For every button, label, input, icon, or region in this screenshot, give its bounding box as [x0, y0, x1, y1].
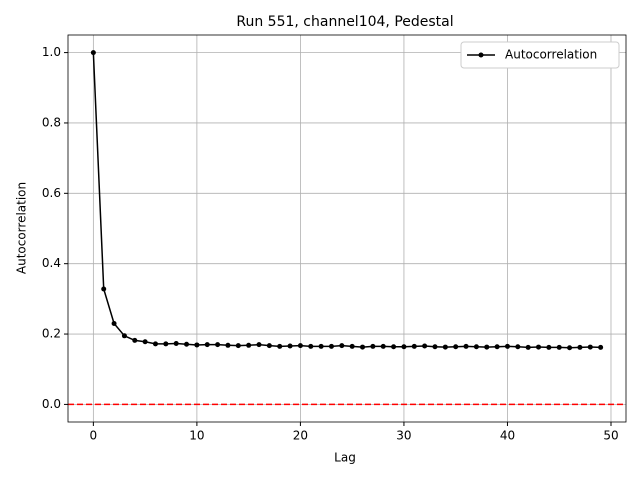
x-axis-label: Lag — [334, 451, 356, 465]
data-point — [546, 344, 552, 350]
x-tick-label: 40 — [500, 429, 515, 443]
data-point — [121, 333, 127, 339]
data-point — [494, 344, 500, 350]
data-point — [380, 343, 386, 349]
y-tick-label: 0.0 — [42, 397, 61, 411]
data-line — [92, 52, 601, 349]
data-point — [90, 50, 96, 56]
data-point — [453, 344, 459, 350]
data-point — [287, 343, 293, 349]
data-point — [194, 342, 200, 348]
legend-marker — [478, 52, 484, 58]
data-point — [567, 345, 573, 351]
data-point — [277, 343, 283, 349]
plot-frame — [67, 34, 627, 423]
data-point — [598, 344, 604, 350]
y-tick-label: 0.4 — [42, 256, 61, 270]
data-point — [525, 344, 531, 350]
y-tick-label: 0.8 — [42, 115, 61, 129]
data-point — [463, 343, 469, 349]
data-point — [111, 320, 117, 326]
x-tick-label: 50 — [603, 429, 618, 443]
data-point — [473, 344, 479, 350]
data-point — [101, 286, 107, 292]
y-tick-label: 0.6 — [42, 186, 61, 200]
data-point — [556, 344, 562, 350]
x-tick-label: 30 — [396, 429, 411, 443]
data-point — [184, 341, 190, 347]
x-tick-label: 0 — [90, 429, 98, 443]
legend-box — [460, 41, 620, 69]
data-point — [297, 343, 303, 349]
y-tick-label: 0.2 — [42, 327, 61, 341]
data-point — [484, 344, 490, 350]
data-point — [391, 344, 397, 350]
x-tick-label: 10 — [189, 429, 204, 443]
data-point — [349, 343, 355, 349]
data-point — [587, 344, 593, 350]
legend-label: Autocorrelation — [505, 48, 597, 62]
data-point — [504, 343, 510, 349]
data-point — [142, 339, 148, 345]
data-point — [225, 342, 231, 348]
data-point — [163, 341, 169, 347]
data-point — [328, 343, 334, 349]
data-point — [422, 343, 428, 349]
data-point — [432, 344, 438, 350]
data-point — [266, 343, 272, 349]
y-tick-label: 1.0 — [42, 45, 61, 59]
data-point — [173, 341, 179, 347]
y-axis-label: Autocorrelation — [15, 182, 29, 274]
x-tick-label: 20 — [293, 429, 308, 443]
data-point — [370, 343, 376, 349]
data-point — [442, 344, 448, 350]
data-point — [246, 342, 252, 348]
data-point — [152, 341, 158, 347]
chart-title: Run 551, channel104, Pedestal — [236, 14, 453, 30]
data-point — [515, 344, 521, 350]
data-point — [204, 342, 210, 348]
data-point — [339, 343, 345, 349]
data-point — [536, 344, 542, 350]
data-point — [411, 343, 417, 349]
data-point — [132, 337, 138, 343]
data-point — [318, 343, 324, 349]
data-point — [360, 344, 366, 350]
data-point — [215, 342, 221, 348]
data-point — [235, 343, 241, 349]
data-point — [308, 343, 314, 349]
data-point — [401, 344, 407, 350]
data-point — [577, 344, 583, 350]
data-point — [256, 342, 262, 348]
